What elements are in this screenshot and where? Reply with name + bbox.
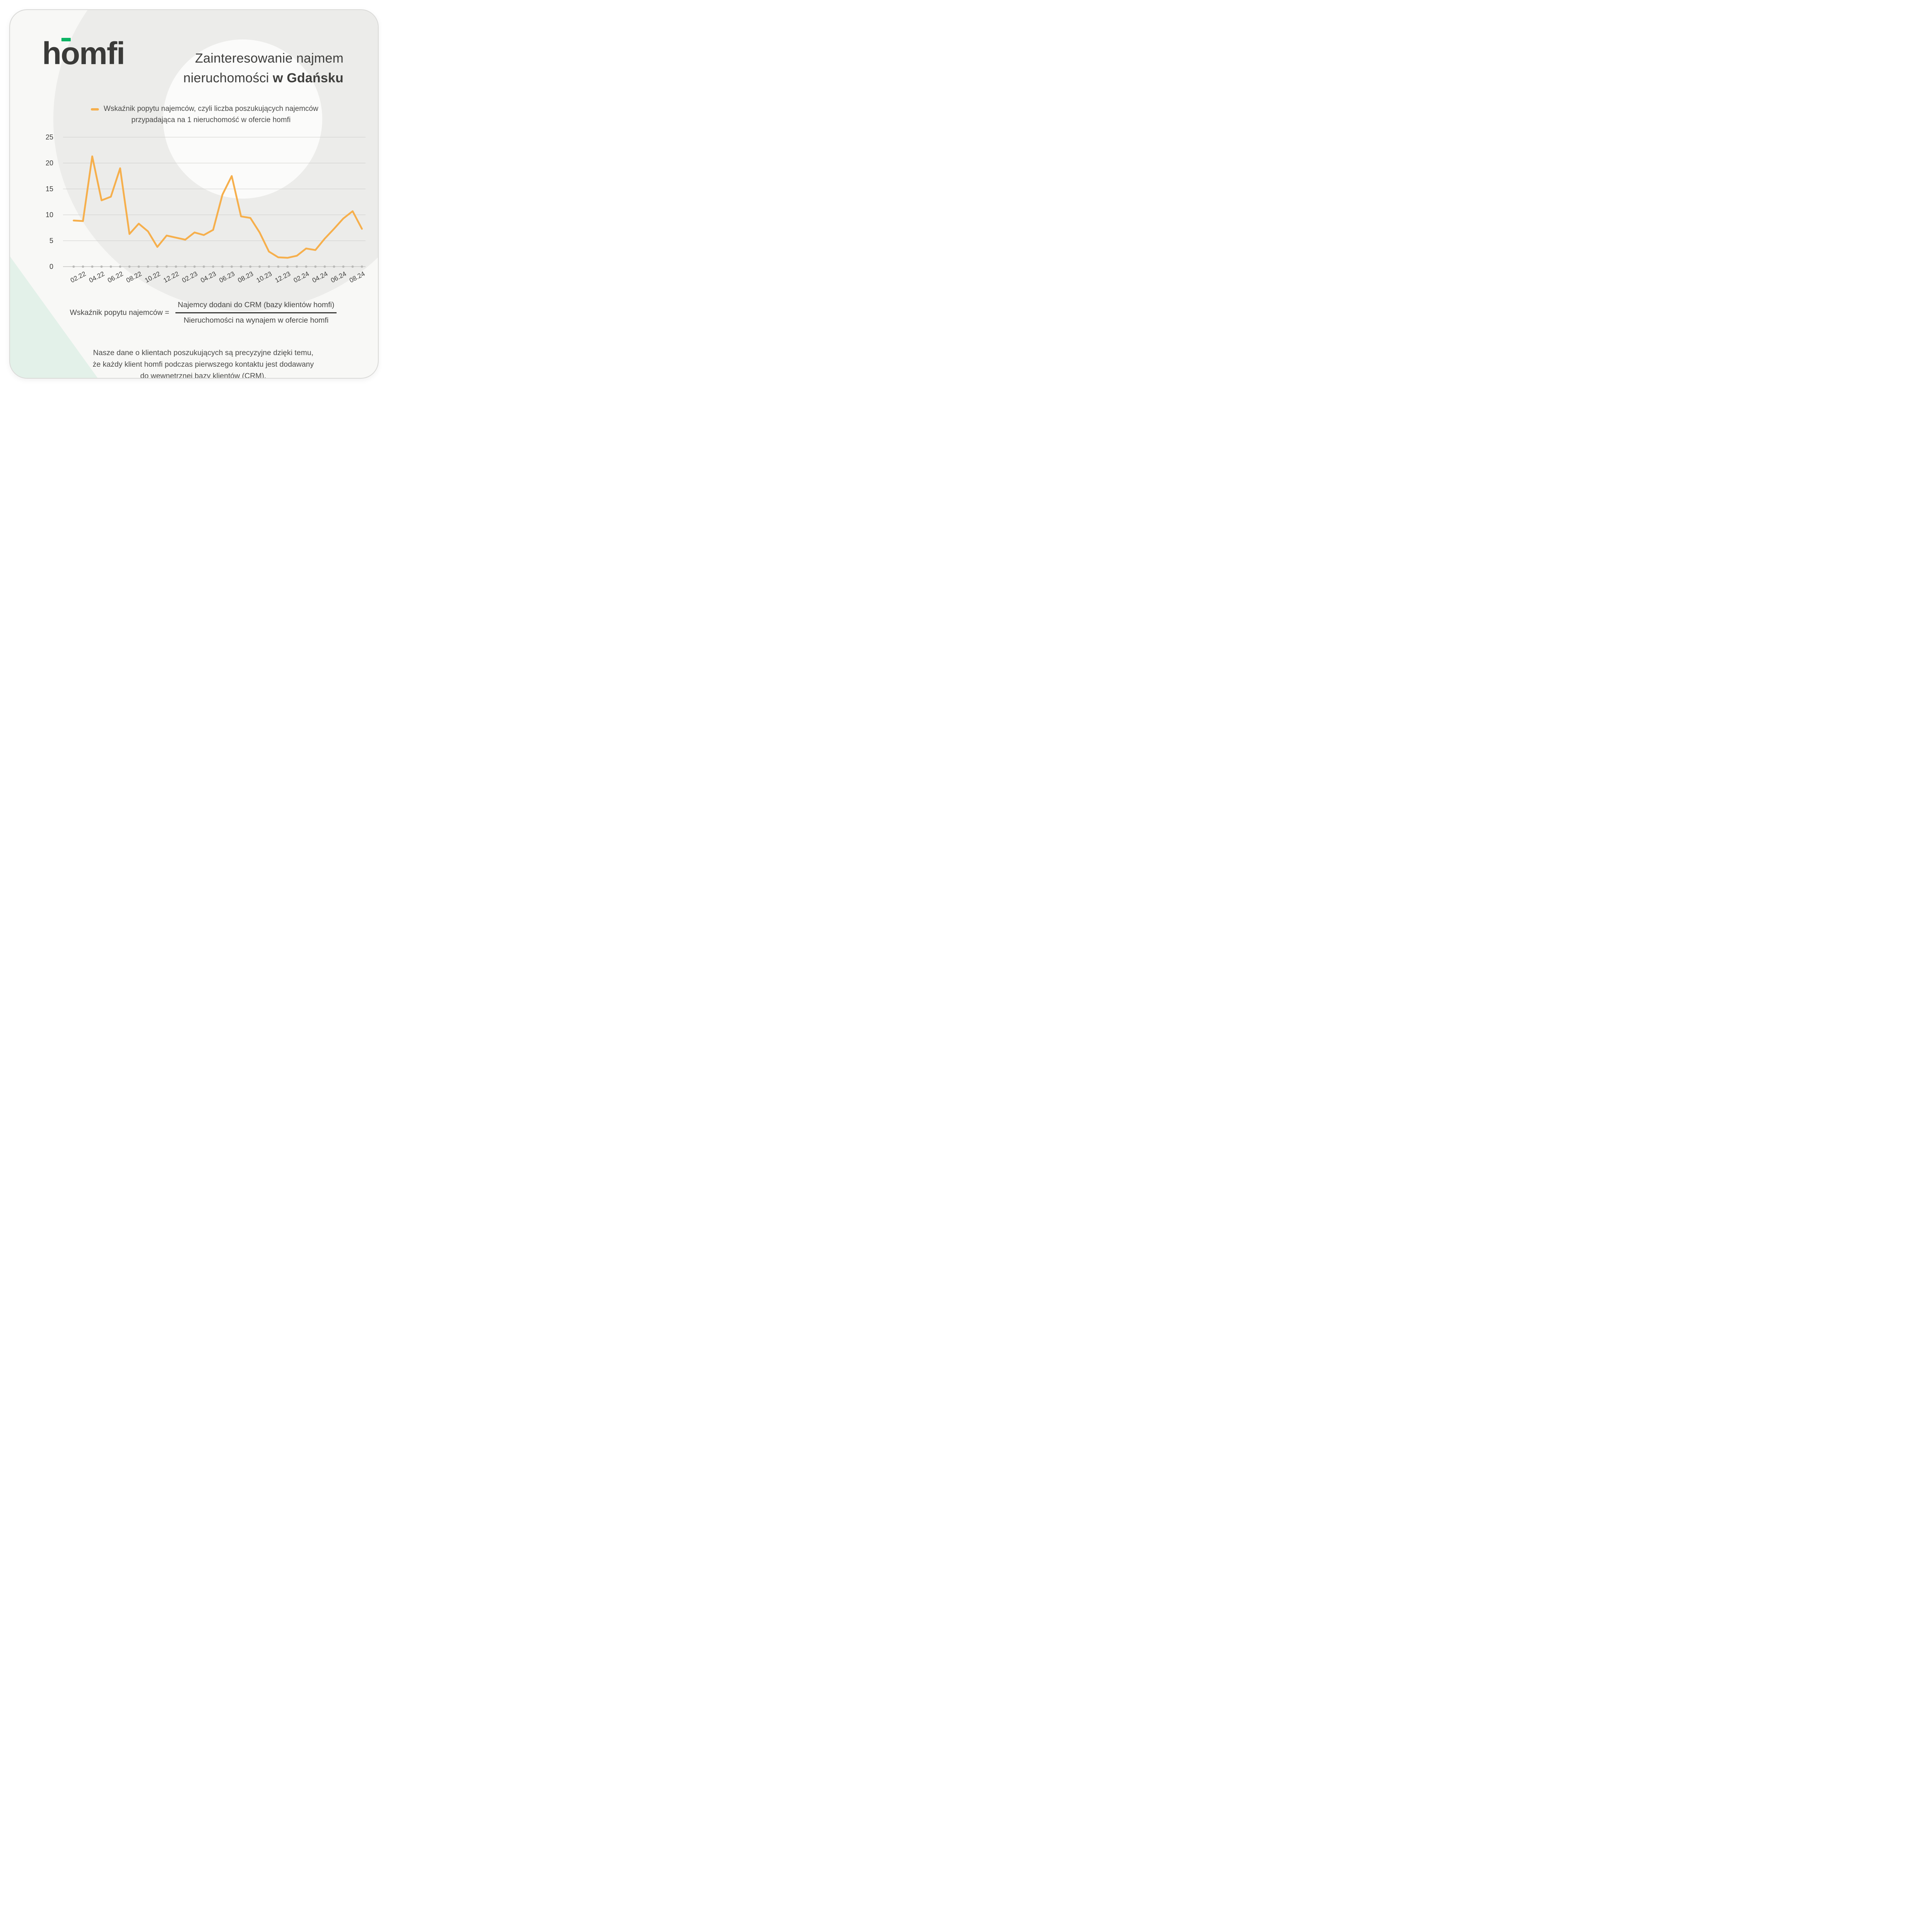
axis-dot <box>258 265 261 268</box>
chart-legend: Wskaźnik popytu najemców, czyli liczba p… <box>68 103 354 126</box>
page-title-line2: nieruchomości <box>183 71 273 85</box>
homfi-logo-text: homfi <box>42 36 125 71</box>
axis-dot <box>221 265 224 268</box>
axis-dot <box>184 265 187 268</box>
footnote: Nasze dane o klientach poszukujących są … <box>10 347 378 379</box>
footnote-line1: Nasze dane o klientach poszukujących są … <box>93 349 314 357</box>
axis-dot <box>267 265 270 268</box>
x-tick-label: 04.23 <box>199 270 217 284</box>
axis-dot <box>202 265 205 268</box>
y-tick-label: 15 <box>46 185 53 193</box>
axis-dot <box>240 265 242 268</box>
axis-dot <box>305 265 308 268</box>
demand-index-line <box>73 155 363 259</box>
x-tick-label: 08.22 <box>125 270 143 284</box>
axis-dot <box>100 265 103 268</box>
axis-dot <box>296 265 298 268</box>
fraction-bar <box>175 312 337 314</box>
axis-dot <box>351 265 354 268</box>
axis-dot <box>361 265 363 268</box>
axis-dot <box>342 265 345 268</box>
legend-text: Wskaźnik popytu najemców, czyli liczba p… <box>68 103 354 126</box>
x-tick-label: 08.24 <box>348 270 366 284</box>
x-tick-label: 04.24 <box>311 270 329 284</box>
axis-dot <box>165 265 168 268</box>
logo-accent-bar-icon <box>61 38 71 41</box>
x-tick-label: 06.22 <box>106 270 124 284</box>
y-tick-label: 5 <box>49 237 53 245</box>
axis-dot <box>138 265 140 268</box>
line-chart: 0 5 10 15 20 25 02.22 04.22 06.22 08.22 10.22 12.22… <box>46 133 366 284</box>
formula-numerator: Najemcy dodani do CRM (bazy klientów hom… <box>178 301 335 309</box>
y-tick-label: 20 <box>46 159 53 167</box>
axis-dot <box>212 265 214 268</box>
y-tick-label: 25 <box>46 133 53 141</box>
axis-dot <box>333 265 335 268</box>
x-tick-label: 12.23 <box>274 270 292 284</box>
axis-dot <box>109 265 112 268</box>
footnote-line2: że każdy klient homfi podczas pierwszego… <box>92 360 314 369</box>
infographic-card: homfi Zainteresowanie najmem nieruchomoś… <box>9 9 379 379</box>
axis-dot <box>323 265 326 268</box>
background-inner-circle <box>163 39 322 199</box>
axis-dot <box>286 265 289 268</box>
axis-dot <box>147 265 150 268</box>
homfi-logo: homfi <box>42 36 125 71</box>
axis-dot <box>277 265 280 268</box>
x-tick-label: 06.24 <box>330 270 347 284</box>
legend-line-swatch-icon <box>91 108 99 111</box>
x-tick-label: 10.23 <box>255 270 273 284</box>
axis-dot <box>119 265 121 268</box>
axis-dot <box>128 265 131 268</box>
x-tick-label: 04.22 <box>88 270 105 284</box>
x-tick-label: 02.23 <box>181 270 199 284</box>
footnote-line3: do wewnętrznej bazy klientów (CRM). <box>140 372 267 379</box>
page-title-city: w Gdańsku <box>272 71 344 85</box>
x-tick-label: 12.22 <box>162 270 180 284</box>
formula-denominator: Nieruchomości na wynajem w ofercie homfi <box>184 316 329 325</box>
x-tick-label: 10.22 <box>144 270 162 284</box>
page-title: Zainteresowanie najmem nieruchomości w G… <box>183 49 344 88</box>
x-tick-label: 02.22 <box>69 270 87 284</box>
y-tick-label: 0 <box>49 263 53 270</box>
axis-dot <box>91 265 94 268</box>
axis-dot <box>82 265 84 268</box>
axis-dot <box>175 265 177 268</box>
axis-dot <box>314 265 317 268</box>
axis-dot <box>249 265 252 268</box>
formula: Wskaźnik popytu najemców = Najemcy dodan… <box>10 301 378 325</box>
axis-dot <box>72 265 75 268</box>
axis-dot <box>156 265 159 268</box>
formula-fraction: Najemcy dodani do CRM (bazy klientów hom… <box>175 301 337 325</box>
x-tick-label: 08.23 <box>236 270 254 284</box>
page-title-line1: Zainteresowanie najmem <box>195 51 344 66</box>
formula-label: Wskaźnik popytu najemców = <box>70 308 170 317</box>
axis-dot <box>193 265 196 268</box>
x-tick-label: 06.23 <box>218 270 236 284</box>
legend-text-line2: przypadająca na 1 nieruchomość w ofercie… <box>131 116 291 124</box>
axis-dot <box>230 265 233 268</box>
y-tick-label: 10 <box>46 211 53 219</box>
x-tick-label: 02.24 <box>293 270 310 284</box>
legend-text-line1: Wskaźnik popytu najemców, czyli liczba p… <box>104 105 318 113</box>
